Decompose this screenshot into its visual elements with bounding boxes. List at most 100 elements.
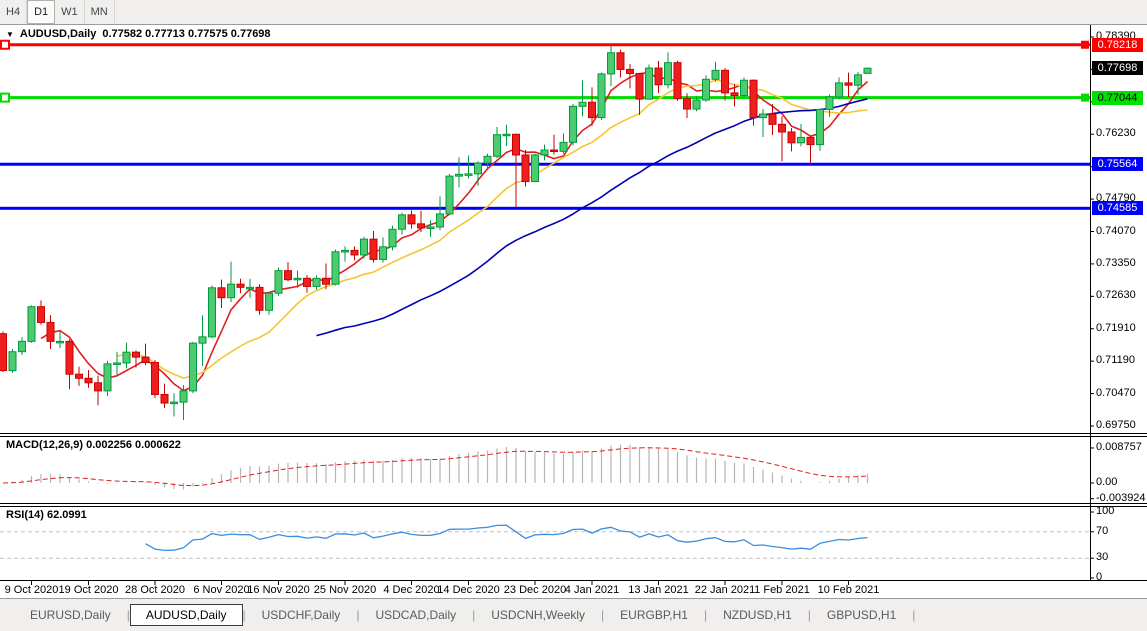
candle-body [132, 351, 140, 358]
candle-body [350, 249, 359, 256]
candle-body [160, 393, 169, 404]
rsi-axis-label: 30 [1096, 551, 1109, 564]
chart-tab-usdchf[interactable]: USDCHF,Daily [261, 608, 341, 622]
macd-axis-label: 0.00 [1096, 476, 1118, 488]
line-handle[interactable] [0, 92, 10, 103]
candle-body [597, 73, 606, 119]
candle-body [854, 74, 862, 86]
candle-body [322, 277, 330, 285]
candle-body [578, 101, 587, 107]
time-axis-label: 9 Oct 2020 [4, 584, 59, 596]
candle-body [37, 306, 45, 323]
tab-separator: | [356, 608, 360, 622]
chart-tab-eurgbp[interactable]: EURGBP,H1 [620, 608, 688, 622]
candle-body [673, 62, 682, 100]
candle-body [550, 149, 558, 153]
time-axis-label: 23 Dec 2020 [503, 584, 567, 596]
tab-separator: | [601, 608, 605, 622]
support-line-price: 0.75564 [1092, 157, 1143, 172]
candle-body [778, 123, 786, 133]
price-axis-label: 0.71910 [1096, 321, 1136, 334]
candle-body [730, 92, 739, 97]
candle-body [18, 340, 26, 353]
candle-body [702, 78, 710, 101]
candle-body [179, 390, 188, 403]
price-axis-label: 0.71190 [1096, 354, 1135, 367]
candle-body [56, 340, 64, 344]
tab-separator: | [807, 608, 811, 622]
timeframe-toolbar: H4 D1 W1 MN [0, 0, 1147, 25]
chart-dropdown-icon[interactable]: ▼ [6, 29, 14, 39]
line-handle[interactable] [1081, 40, 1089, 49]
candle-body [274, 270, 283, 294]
candle-body [749, 79, 758, 119]
tab-separator: | [472, 608, 476, 622]
chart-tab-eurusd[interactable]: EURUSD,Daily [30, 608, 111, 622]
candle-body [94, 382, 102, 392]
horizontal-line[interactable] [0, 43, 1090, 47]
candle-body [208, 287, 216, 338]
candle-body [569, 105, 577, 143]
rsi-line [145, 524, 868, 552]
horizontal-line[interactable] [0, 162, 1090, 166]
timeframe-button-d1[interactable]: D1 [27, 0, 56, 24]
candle-body [692, 99, 701, 110]
chart-tab-gbpusd[interactable]: GBPUSD,H1 [826, 608, 897, 622]
time-axis-label: 10 Feb 2021 [817, 584, 880, 596]
candle-body [217, 287, 226, 299]
candle-body [103, 363, 112, 392]
candle-body [455, 173, 463, 177]
rsi-axis-label: 70 [1096, 524, 1109, 537]
candle-body [379, 246, 387, 260]
candle-body [0, 333, 7, 372]
macd-indicator-label: MACD(12,26,9) 0.002256 0.000622 [6, 439, 181, 451]
macd-axis-label: 0.008757 [1096, 440, 1142, 453]
candle-body [417, 223, 425, 229]
chart-tab-usdcad[interactable]: USDCAD,Daily [375, 608, 457, 622]
candle-body [616, 52, 625, 70]
rsi-axis-label: 0 [1096, 571, 1103, 583]
candle-body [645, 67, 653, 100]
candle-body [84, 377, 93, 384]
candle-body [122, 351, 131, 364]
candle-body [787, 131, 796, 144]
candle-body [502, 133, 511, 137]
candle-body [331, 251, 340, 285]
candle-body [464, 173, 473, 176]
line-handle[interactable] [0, 39, 10, 50]
chart-tab-audusd[interactable]: AUDUSD,Daily [129, 604, 243, 626]
candle-body [407, 214, 416, 225]
chart-tab-nzdusd[interactable]: NZDUSD,H1 [723, 608, 792, 622]
horizontal-line[interactable] [0, 96, 1090, 100]
candle-body [303, 277, 311, 287]
price-axis-label: 0.70470 [1096, 386, 1136, 399]
rsi-axis-label: 100 [1096, 505, 1115, 517]
candle-body [27, 306, 36, 342]
time-axis-label: 28 Oct 2020 [125, 584, 185, 596]
candle-body [246, 286, 254, 290]
time-axis-label: 13 Jan 2021 [628, 584, 689, 596]
chart-tab-usdcnh[interactable]: USDCNH,Weekly [491, 608, 586, 622]
macd-signal-line [2, 447, 868, 487]
timeframe-button-mn[interactable]: MN [85, 0, 115, 24]
candle-body [65, 340, 74, 375]
timeframe-button-w1[interactable]: W1 [55, 0, 85, 24]
candle-body [683, 98, 691, 110]
candle-body [721, 69, 729, 94]
candle-body [740, 79, 748, 97]
candle-body [797, 136, 805, 144]
macd-axis-label: -0.003924 [1096, 491, 1146, 504]
candle-body [521, 154, 530, 183]
horizontal-line[interactable] [0, 206, 1090, 210]
time-axis-label: 25 Nov 2020 [313, 584, 377, 596]
time-axis-label: 14 Dec 2020 [437, 584, 500, 596]
candle-body [664, 62, 672, 86]
chart-tabs-bar: EURUSD,Daily | AUDUSD,Daily | USDCHF,Daily | U… [0, 598, 1147, 631]
candle-body [493, 134, 501, 157]
time-axis-label: 19 Oct 2020 [58, 584, 119, 596]
timeframe-button-h4[interactable]: H4 [0, 0, 28, 24]
line-handle[interactable] [1081, 93, 1089, 102]
candle-body [483, 155, 492, 164]
candle-body [293, 277, 302, 281]
